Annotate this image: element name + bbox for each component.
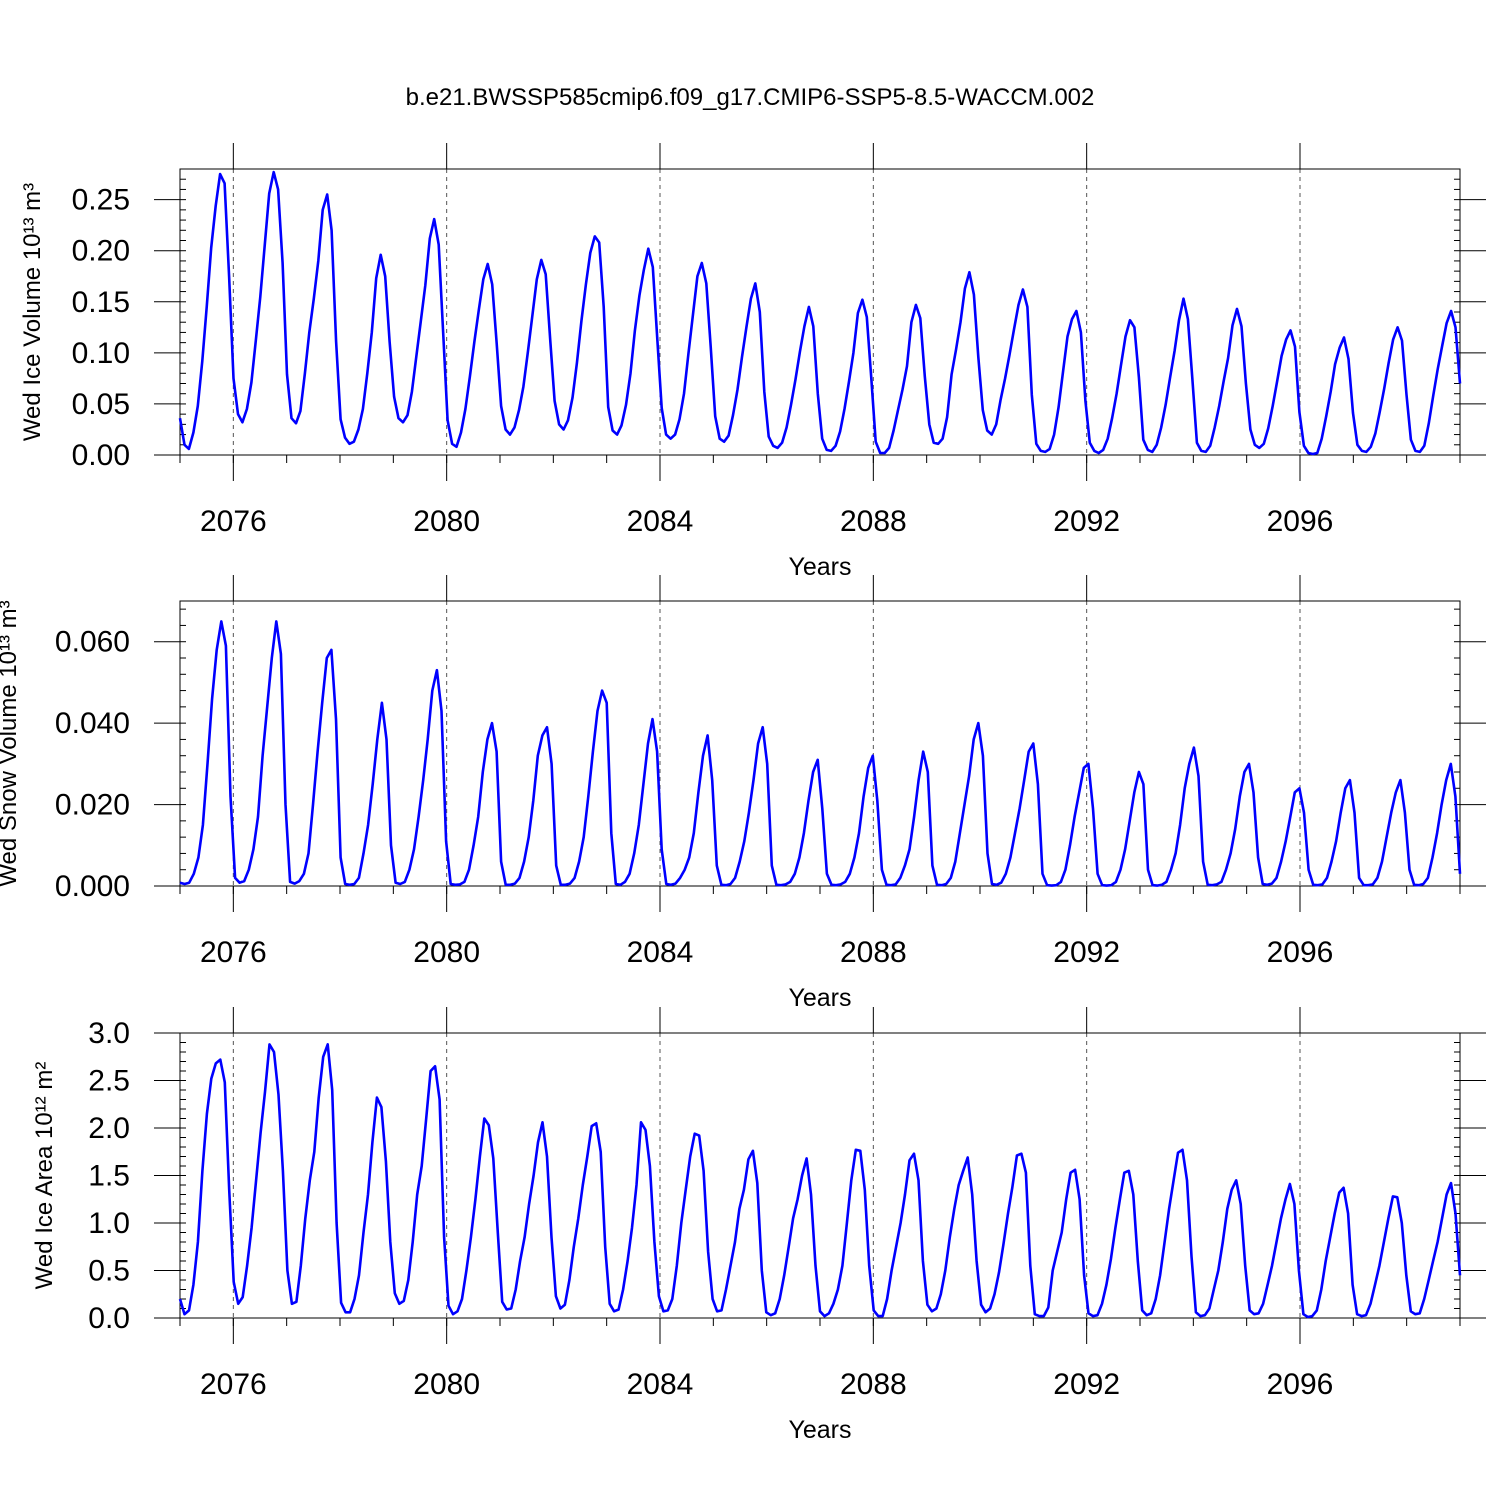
x-tick-label: 2084	[627, 505, 694, 538]
panels: 0.00 0.05 0.10 0.15 0.20 0.25 2076 2080 2084 2088…	[0, 143, 1486, 1444]
y-tick-label: 0.10	[72, 337, 130, 370]
x-tick-label: 2080	[413, 505, 480, 538]
y-tick-label: 0.15	[72, 286, 130, 319]
x-tick-label: 2092	[1053, 936, 1120, 969]
x-tick-label: 2080	[413, 936, 480, 969]
x-tick-label: 2092	[1053, 1368, 1120, 1401]
y-axis-label: Wed Snow Volume 10¹³ m³	[0, 600, 22, 886]
x-tick-label: 2092	[1053, 505, 1120, 538]
x-tick-label: 2080	[413, 1368, 480, 1401]
x-tick-label: 2076	[200, 505, 267, 538]
plot-frame	[179, 1032, 1461, 1319]
y-tick-label: 0.040	[55, 707, 130, 740]
x-tick-label: 2096	[1267, 505, 1334, 538]
figure-title: b.e21.BWSSP585cmip6.f09_g17.CMIP6-SSP5-8…	[406, 84, 1095, 111]
y-tick-label: 0.20	[72, 235, 130, 268]
x-tick-label: 2096	[1267, 936, 1334, 969]
x-tick-label: 2076	[200, 936, 267, 969]
chart-panel-3: 0.0 0.5 1.0 1.5 2.0 2.5 3.0 2076 2080 2084 2088 209…	[31, 1007, 1486, 1444]
y-tick-label: 1.5	[88, 1160, 130, 1193]
x-tick-label: 2084	[627, 936, 694, 969]
x-tick-label: 2088	[840, 1368, 907, 1401]
x-tick-label: 2088	[840, 505, 907, 538]
y-axis-label: Wed Ice Area 10¹² m²	[31, 1062, 58, 1290]
y-tick-label: 0.5	[88, 1255, 130, 1288]
plot-frame	[179, 600, 1461, 887]
y-tick-label: 3.0	[88, 1017, 130, 1050]
chart-panel-1: 0.00 0.05 0.10 0.15 0.20 0.25 2076 2080 2084 2088…	[19, 143, 1486, 581]
y-tick-label: 0.25	[72, 184, 130, 217]
series-line-1	[179, 620, 1462, 887]
y-tick-label: 0.000	[55, 870, 130, 903]
x-tick-label: 2076	[200, 1368, 267, 1401]
y-tick-label: 0.05	[72, 388, 130, 421]
chart-panel-2: 0.000 0.020 0.040 0.060 2076 2080 2084 2088 2092…	[0, 575, 1486, 1012]
y-tick-label: 2.5	[88, 1065, 130, 1098]
x-axis-label: Years	[788, 1416, 851, 1444]
y-tick-label: 0.0	[88, 1302, 130, 1335]
x-axis-label: Years	[788, 984, 851, 1012]
y-tick-label: 0.060	[55, 626, 130, 659]
series-line-1	[178, 1043, 1462, 1319]
series-line-1	[178, 170, 1462, 456]
x-axis-label: Years	[788, 553, 851, 581]
x-tick-label: 2088	[840, 936, 907, 969]
y-tick-label: 0.00	[72, 439, 130, 472]
y-tick-label: 2.0	[88, 1112, 130, 1145]
x-tick-label: 2084	[627, 1368, 694, 1401]
y-tick-label: 1.0	[88, 1207, 130, 1240]
y-tick-label: 0.020	[55, 789, 130, 822]
x-tick-label: 2096	[1267, 1368, 1334, 1401]
y-axis-label: Wed Ice Volume 10¹³ m³	[19, 183, 46, 441]
